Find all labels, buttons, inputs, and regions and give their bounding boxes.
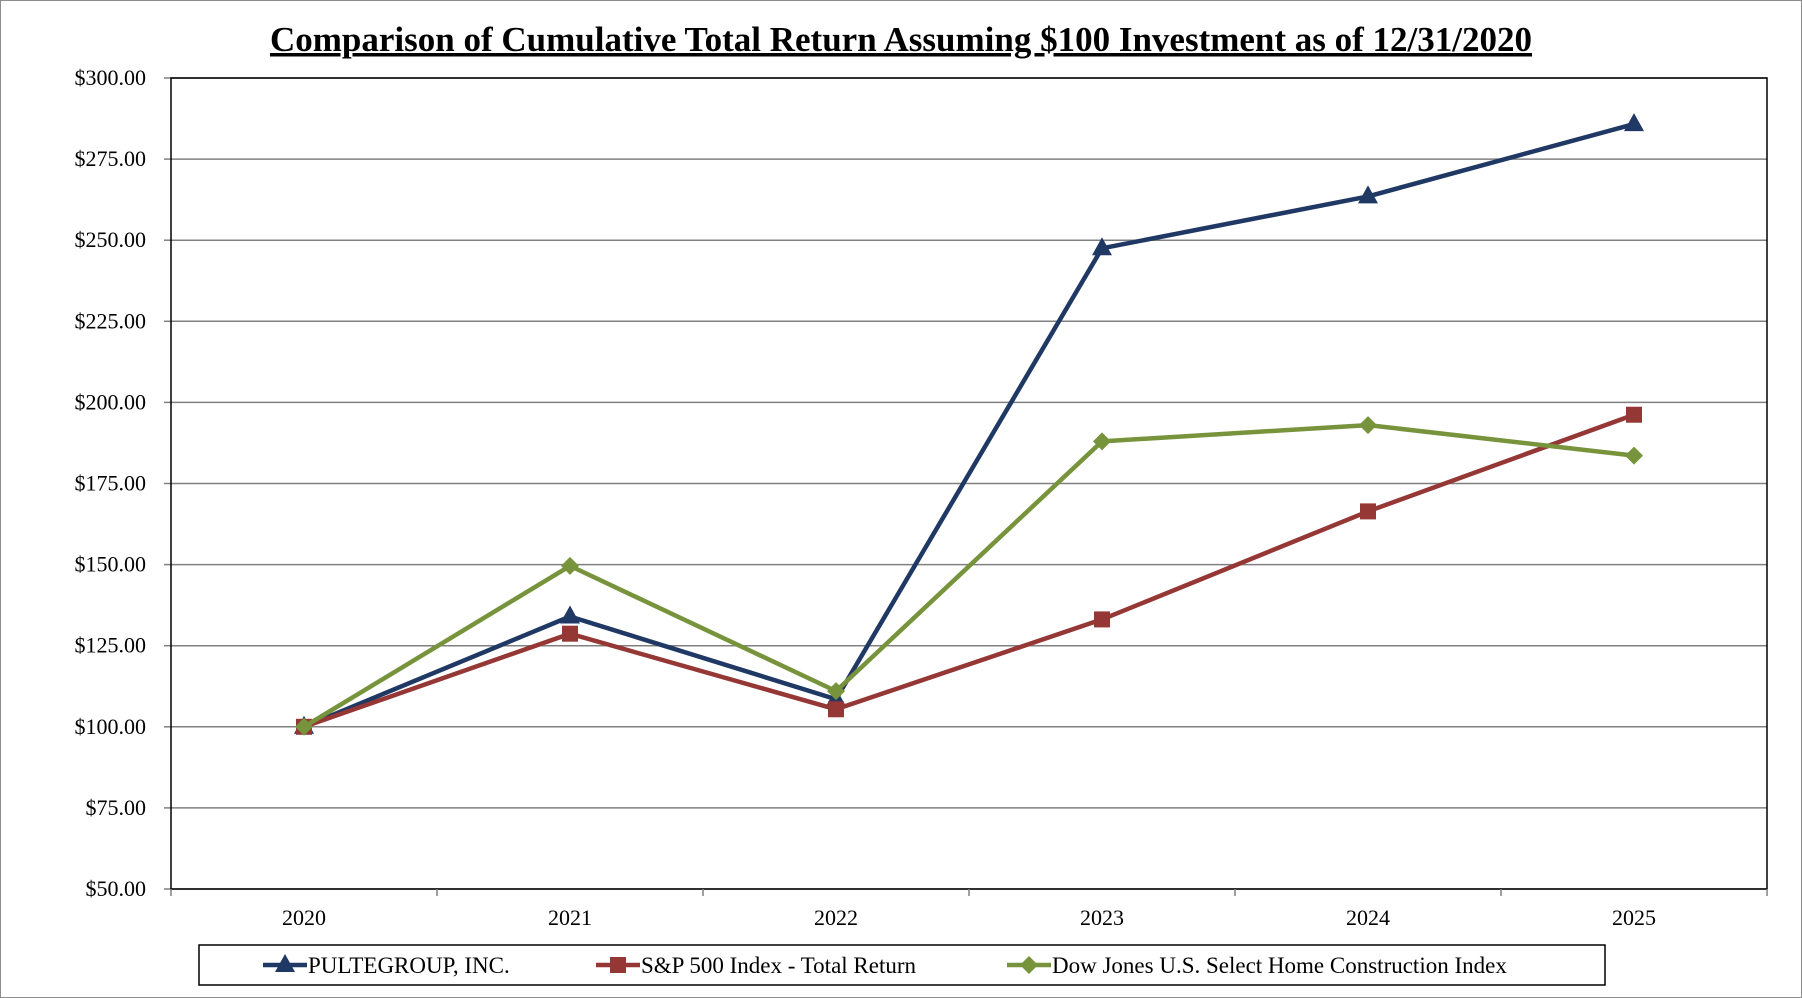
series-line bbox=[303, 121, 1635, 729]
series-1 bbox=[296, 406, 1642, 735]
data-point-marker bbox=[560, 605, 580, 624]
legend-entry: PULTEGROUP, INC. bbox=[263, 953, 510, 978]
legend: PULTEGROUP, INC. S&P 500 Index - Total Re… bbox=[198, 944, 1606, 986]
legend-entry: S&P 500 Index - Total Return bbox=[596, 953, 917, 978]
y-tick-label: $275.00 bbox=[75, 146, 147, 171]
x-tick-label: 2024 bbox=[1346, 905, 1390, 930]
legend-swatch-marker bbox=[275, 954, 295, 972]
gridlines bbox=[171, 77, 1767, 890]
y-tick-label: $100.00 bbox=[75, 714, 147, 739]
x-tick-label: 2022 bbox=[814, 905, 858, 930]
x-tick-label: 2021 bbox=[548, 905, 592, 930]
legend-label: PULTEGROUP, INC. bbox=[308, 953, 510, 978]
y-tick-label: $50.00 bbox=[86, 876, 147, 901]
y-tick-label: $150.00 bbox=[75, 552, 147, 577]
y-tick-label: $125.00 bbox=[75, 633, 147, 658]
data-point-marker bbox=[295, 717, 313, 736]
series-line bbox=[302, 422, 1635, 729]
y-tick-label: $200.00 bbox=[75, 389, 147, 414]
x-tick-label: 2020 bbox=[282, 905, 326, 930]
legend-box bbox=[198, 944, 1606, 986]
y-tick-label: $175.00 bbox=[75, 471, 147, 496]
y-tick-label: $225.00 bbox=[75, 308, 147, 333]
legend-swatch-marker bbox=[610, 957, 626, 973]
data-point-marker bbox=[561, 556, 579, 575]
legend-label: Dow Jones U.S. Select Home Construction … bbox=[1052, 953, 1507, 978]
x-tick-label: 2023 bbox=[1080, 905, 1124, 930]
legend-swatch-marker bbox=[1020, 956, 1038, 974]
y-tick-label: $300.00 bbox=[75, 65, 147, 90]
series-0 bbox=[294, 113, 1644, 734]
y-tick-label: $75.00 bbox=[86, 795, 147, 820]
data-point-marker bbox=[828, 701, 844, 718]
axes: $50.00 $75.00 $100.00 $125.00 $150.00 $175.00… bbox=[75, 65, 1768, 930]
x-tick-label: 2025 bbox=[1612, 905, 1656, 930]
data-point-marker bbox=[1626, 406, 1642, 423]
chart-title: Comparison of Cumulative Total Return As… bbox=[270, 20, 1532, 59]
data-point-marker bbox=[1625, 446, 1643, 465]
series-lines bbox=[294, 113, 1644, 736]
data-point-marker bbox=[1359, 416, 1377, 435]
series-line bbox=[303, 412, 1635, 729]
data-point-marker bbox=[1624, 113, 1644, 132]
data-point-marker bbox=[1094, 611, 1110, 628]
legend-label: S&P 500 Index - Total Return bbox=[641, 953, 917, 978]
data-point-marker bbox=[1358, 185, 1378, 204]
data-point-marker bbox=[1092, 237, 1112, 256]
data-point-marker bbox=[1093, 432, 1111, 451]
legend-entry: Dow Jones U.S. Select Home Construction … bbox=[1007, 953, 1507, 978]
y-tick-label: $250.00 bbox=[75, 227, 147, 252]
data-point-marker bbox=[562, 625, 578, 642]
series-2 bbox=[295, 416, 1643, 736]
data-point-marker bbox=[827, 682, 845, 701]
data-point-marker bbox=[1360, 503, 1376, 520]
